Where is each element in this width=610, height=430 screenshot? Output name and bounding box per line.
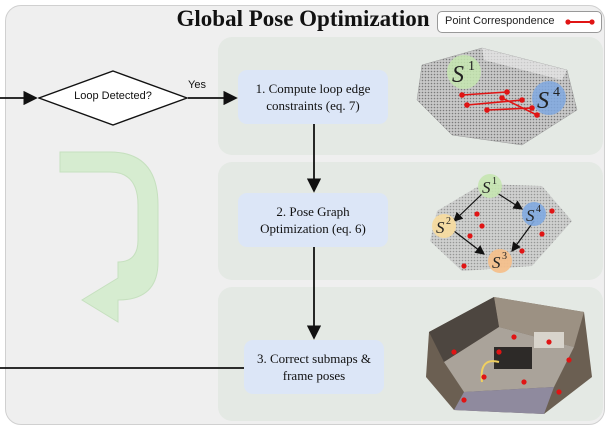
submap-s1-sup: 1 (468, 59, 475, 74)
step2-line1: 2. Pose Graph (276, 204, 350, 219)
step2-line2: Optimization (eq. 6) (260, 221, 366, 236)
submap-s2-node (432, 214, 456, 238)
page-title: Global Pose Optimization (176, 6, 430, 31)
step3-line1: 3. Correct submaps & (256, 351, 372, 366)
graph-s4-label: S (526, 206, 535, 225)
step1-line1: 1. Compute loop edge (255, 81, 371, 96)
pointcloud-loop-image: S 1 S 4 (416, 47, 578, 146)
step-compute-loop-edge: 1. Compute loop edge constraints (eq. 7) (238, 70, 388, 124)
decision-diamond (38, 70, 188, 126)
step3-line2: frame poses (282, 368, 346, 383)
legend-label: Point Correspondence (445, 15, 555, 27)
correspondence-line-icon (565, 19, 595, 25)
reconstructed-scene-image (426, 297, 592, 414)
step-pose-graph-optimization: 2. Pose Graph Optimization (eq. 6) (238, 193, 388, 247)
loop-back-arrow (59, 151, 159, 323)
graph-s3-label: S (492, 253, 501, 272)
submap-s4-node (522, 202, 546, 226)
step1-line2: constraints (eq. 7) (266, 98, 360, 113)
submap-s1-node (478, 174, 502, 198)
graph-s1-sup: 1 (492, 176, 497, 187)
graph-s1-label: S (482, 178, 491, 197)
submap-s1-badge (447, 55, 481, 89)
yes-label: Yes (188, 79, 206, 91)
graph-s2-sup: 2 (446, 216, 451, 227)
graph-s2-label: S (436, 218, 445, 237)
step-correct-submaps: 3. Correct submaps & frame poses (244, 340, 384, 394)
decision-label: Loop Detected? (74, 90, 152, 102)
submap-s4-badge (532, 81, 566, 115)
legend: Point Correspondence (437, 11, 602, 33)
graph-s4-sup: 4 (536, 204, 541, 215)
pose-graph-image: S 1 S 2 S 3 S 4 (430, 174, 572, 273)
submap-s3-node (488, 249, 512, 273)
submap-s4-label: S (537, 88, 549, 114)
graph-s3-sup: 3 (502, 251, 507, 262)
submap-s1-label: S (452, 62, 464, 88)
submap-s4-sup: 4 (553, 85, 560, 100)
